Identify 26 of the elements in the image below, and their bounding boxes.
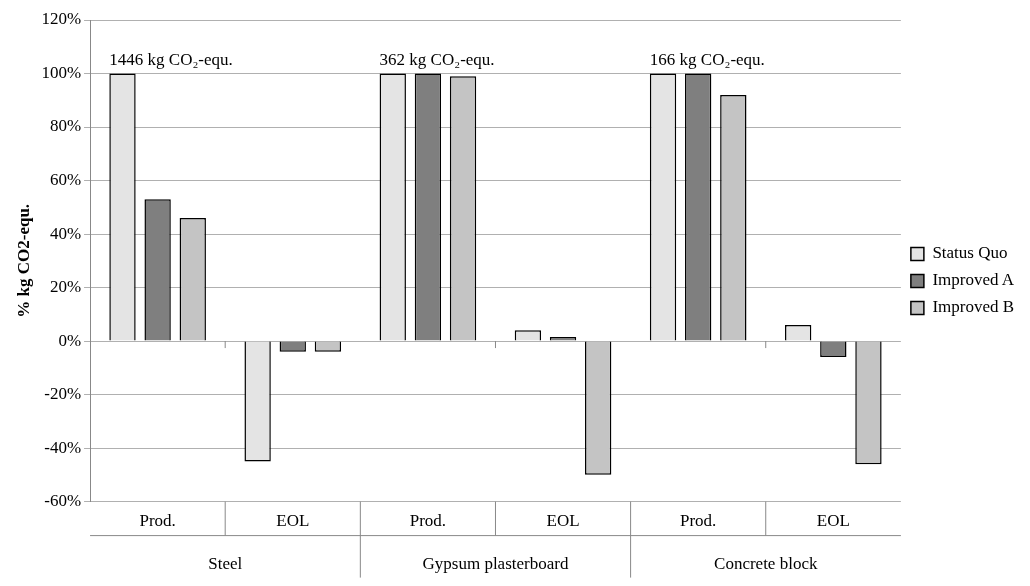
y-tick-label: 40% bbox=[49, 223, 82, 243]
x-tick-label: EOL bbox=[816, 511, 850, 531]
x-tick-label: Prod. bbox=[409, 511, 447, 531]
x-tick-label: Prod. bbox=[679, 511, 717, 531]
legend-label: Improved B bbox=[932, 297, 1015, 317]
y-tick-label: 100% bbox=[41, 62, 82, 82]
y-tick-label: 20% bbox=[49, 277, 82, 297]
x-tick-label: EOL bbox=[276, 511, 310, 531]
y-tick-label: -40% bbox=[44, 437, 82, 457]
text: Concrete block bbox=[714, 554, 818, 574]
y-tick-label: 80% bbox=[49, 116, 82, 136]
text: Gypsum plasterboard bbox=[422, 554, 569, 574]
annotation: 362 kg CO₂-equ. bbox=[379, 50, 495, 70]
annotation: 1446 kg CO₂-equ. bbox=[109, 50, 233, 70]
text: Steel bbox=[208, 554, 243, 574]
legend-label: Improved A bbox=[932, 270, 1015, 290]
x-tick-label: Prod. bbox=[139, 511, 176, 531]
x-tick-label: EOL bbox=[546, 511, 580, 531]
y-axis-title: % kg CO2-equ. bbox=[13, 203, 33, 318]
y-tick-label: 120% bbox=[41, 9, 82, 29]
y-tick-label: 0% bbox=[58, 330, 82, 350]
y-tick-label: -60% bbox=[44, 491, 82, 511]
y-tick-label: 60% bbox=[49, 170, 82, 189]
y-tick-label: -20% bbox=[44, 384, 82, 404]
legend-label: Status Quo bbox=[932, 243, 1008, 263]
annotation: 166 kg CO₂-equ. bbox=[649, 50, 765, 70]
